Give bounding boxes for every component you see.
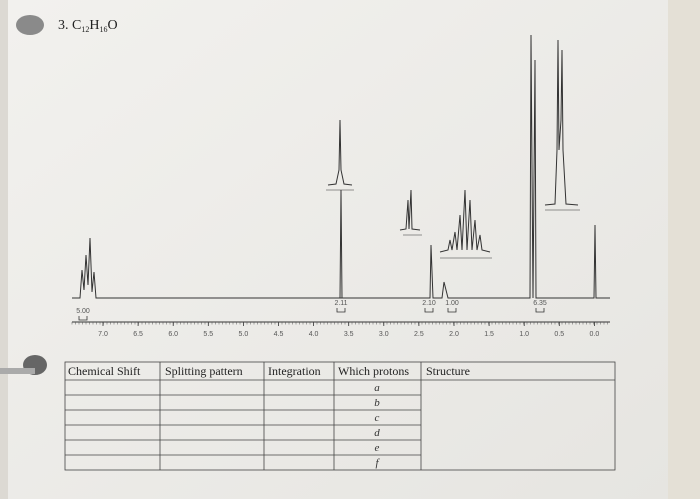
- axis-tick-label: 5.0: [239, 331, 249, 338]
- integration-label: 2.10: [422, 300, 436, 307]
- paper: [8, 0, 668, 499]
- table-grid: [64, 361, 616, 471]
- peak-inset: [327, 119, 353, 186]
- proton-letter: b: [374, 397, 380, 409]
- peak-inset: [399, 189, 421, 231]
- peak-inset: [439, 189, 491, 253]
- title: 3. C12H16O: [58, 18, 118, 34]
- axis-tick-label: 0.5: [554, 331, 564, 338]
- title-text: O: [107, 18, 117, 33]
- integration-label: 2.11: [334, 300, 347, 307]
- axis-tick-label: 4.5: [274, 331, 284, 338]
- subscript: 12: [81, 25, 89, 34]
- integration-label: 6.35: [533, 300, 547, 307]
- axis-tick-label: 4.0: [309, 331, 319, 338]
- integration-bracket: [424, 308, 434, 313]
- axis-tick-label: 3.0: [379, 331, 389, 338]
- table-header: Which protons: [338, 364, 409, 378]
- table-header: Integration: [268, 364, 321, 378]
- title-text: H: [89, 18, 99, 33]
- proton-letter: c: [375, 412, 380, 424]
- axis-tick-label: 6.0: [168, 331, 178, 338]
- axis-tick-label: 6.5: [133, 331, 143, 338]
- integration-bracket: [78, 316, 88, 321]
- table-header: Chemical Shift: [68, 364, 141, 378]
- subscript: 16: [99, 25, 107, 34]
- binder-ring: [0, 368, 35, 374]
- proton-letter: f: [375, 457, 380, 469]
- column-lines: [159, 362, 422, 470]
- title-text: 3. C: [58, 18, 81, 33]
- axis-tick-label: 2.0: [449, 331, 459, 338]
- integration-bracket: [535, 308, 545, 313]
- axis-tick-label: 0.0: [590, 331, 600, 338]
- axis-tick-label: 7.0: [98, 331, 108, 338]
- proton-letter: e: [375, 442, 380, 454]
- integration-label: 1.00: [445, 300, 459, 307]
- table-header: Splitting pattern: [165, 364, 243, 378]
- axis-tick-label: 3.5: [344, 331, 354, 338]
- paper-edge: [668, 0, 700, 499]
- integration-label: 5.00: [76, 308, 90, 315]
- proton-letter: d: [374, 427, 380, 439]
- axis-tick-label: 1.0: [519, 331, 529, 338]
- spectrum: [72, 34, 610, 323]
- proton-letter: a: [374, 382, 380, 394]
- integration-bracket: [336, 308, 346, 313]
- peak: [338, 189, 343, 299]
- axis-tick-label: 2.5: [414, 331, 424, 338]
- integration-bracket: [447, 308, 457, 313]
- table-border: [64, 361, 616, 471]
- spectrum-trace: [72, 34, 610, 299]
- row-lines: [65, 379, 615, 456]
- table-header: Structure: [426, 364, 470, 378]
- axis-tick-label: 1.5: [484, 331, 494, 338]
- peak-inset: [544, 39, 579, 206]
- axis-tick-label: 5.5: [203, 331, 213, 338]
- binder-ring: [16, 15, 44, 35]
